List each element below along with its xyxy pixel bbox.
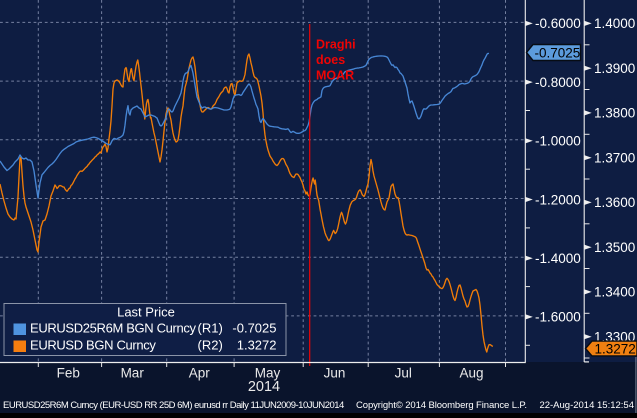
svg-text:EURUSD25R6M Curncy (EUR-USD RR: EURUSD25R6M Curncy (EUR-USD RR 25D 6M) e… xyxy=(3,400,344,411)
svg-text:EURUSD BGN Curncy: EURUSD BGN Curncy xyxy=(30,338,156,353)
svg-text:Apr: Apr xyxy=(189,366,211,381)
svg-text:1.4000: 1.4000 xyxy=(594,16,635,31)
svg-text:-0.8000: -0.8000 xyxy=(535,75,581,90)
svg-text:Mar: Mar xyxy=(121,366,145,381)
svg-text:-0.6000: -0.6000 xyxy=(535,16,581,31)
svg-text:Last Price: Last Price xyxy=(117,305,175,320)
svg-text:1.3600: 1.3600 xyxy=(594,195,635,210)
svg-text:does: does xyxy=(316,53,345,67)
svg-text:EURUSD25R6M BGN Curncy: EURUSD25R6M BGN Curncy xyxy=(30,321,197,336)
svg-text:-1.2000: -1.2000 xyxy=(535,192,581,207)
svg-text:Aug: Aug xyxy=(459,366,483,381)
svg-text:1.3272: 1.3272 xyxy=(595,342,636,357)
svg-text:-0.7025: -0.7025 xyxy=(232,321,276,336)
svg-text:1.3700: 1.3700 xyxy=(594,151,635,166)
svg-text:Jul: Jul xyxy=(395,366,412,381)
svg-text:-1.4000: -1.4000 xyxy=(535,251,581,266)
svg-text:Jun: Jun xyxy=(324,366,346,381)
svg-text:2014: 2014 xyxy=(248,379,280,395)
svg-text:Copyright© 2014 Bloomberg Fina: Copyright© 2014 Bloomberg Finance L.P. xyxy=(356,400,527,411)
svg-text:(R2): (R2) xyxy=(198,338,223,353)
svg-text:-0.7025: -0.7025 xyxy=(535,46,581,61)
svg-text:1.3900: 1.3900 xyxy=(594,61,635,76)
svg-text:May: May xyxy=(255,366,281,381)
svg-text:-1.0000: -1.0000 xyxy=(535,134,581,149)
svg-text:1.3272: 1.3272 xyxy=(237,338,277,353)
svg-text:1.3800: 1.3800 xyxy=(594,106,635,121)
svg-text:(R1): (R1) xyxy=(198,321,223,336)
svg-text:Draghi: Draghi xyxy=(316,37,356,51)
svg-text:1.3400: 1.3400 xyxy=(594,285,635,300)
svg-text:-1.6000: -1.6000 xyxy=(535,310,581,325)
svg-text:MOAR: MOAR xyxy=(316,68,354,82)
svg-text:Feb: Feb xyxy=(57,366,80,381)
svg-text:22-Aug-2014 15:12:54: 22-Aug-2014 15:12:54 xyxy=(539,400,634,411)
svg-text:1.3500: 1.3500 xyxy=(594,240,635,255)
